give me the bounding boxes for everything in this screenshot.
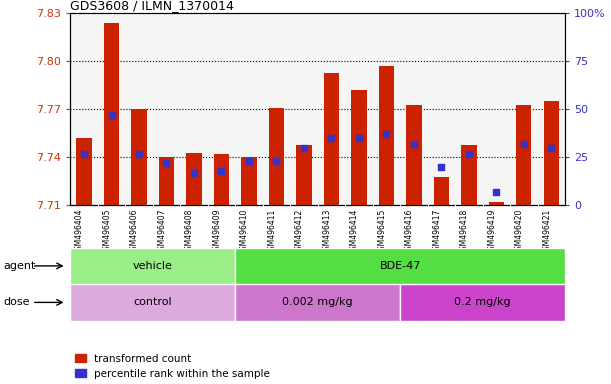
Bar bbox=[159, 157, 174, 205]
Bar bbox=[235, 248, 565, 284]
Bar bbox=[544, 101, 559, 205]
Text: GSM496411: GSM496411 bbox=[268, 209, 277, 255]
Text: GSM496420: GSM496420 bbox=[515, 209, 524, 255]
Text: GSM496417: GSM496417 bbox=[433, 209, 442, 255]
Bar bbox=[406, 104, 422, 205]
Bar bbox=[214, 154, 229, 205]
Point bbox=[217, 168, 227, 174]
Point bbox=[161, 160, 171, 166]
Bar bbox=[241, 157, 257, 205]
Point bbox=[107, 112, 117, 118]
Bar bbox=[379, 66, 394, 205]
Bar bbox=[76, 138, 92, 205]
Point bbox=[519, 141, 529, 147]
Text: control: control bbox=[133, 297, 172, 308]
Text: GSM496405: GSM496405 bbox=[103, 209, 112, 255]
Text: GDS3608 / ILMN_1370014: GDS3608 / ILMN_1370014 bbox=[70, 0, 234, 12]
Text: GSM496416: GSM496416 bbox=[405, 209, 414, 255]
Point bbox=[354, 135, 364, 141]
Text: dose: dose bbox=[3, 297, 29, 308]
Bar bbox=[351, 90, 367, 205]
Bar bbox=[70, 248, 235, 284]
Text: BDE-47: BDE-47 bbox=[379, 261, 421, 271]
Text: GSM496418: GSM496418 bbox=[460, 209, 469, 255]
Point bbox=[492, 189, 502, 195]
Bar bbox=[489, 202, 504, 205]
Text: GSM496408: GSM496408 bbox=[185, 209, 194, 255]
Point bbox=[327, 135, 337, 141]
Point bbox=[299, 145, 309, 151]
Text: GSM496407: GSM496407 bbox=[158, 209, 166, 255]
Point bbox=[272, 158, 282, 164]
Text: GSM496410: GSM496410 bbox=[240, 209, 249, 255]
Bar bbox=[516, 104, 532, 205]
Point bbox=[437, 164, 447, 170]
Point bbox=[134, 151, 144, 157]
Text: agent: agent bbox=[3, 261, 35, 271]
Text: GSM496414: GSM496414 bbox=[350, 209, 359, 255]
Point bbox=[547, 145, 557, 151]
Text: GSM496404: GSM496404 bbox=[75, 209, 84, 255]
Bar bbox=[131, 109, 147, 205]
Point bbox=[244, 158, 254, 164]
Bar bbox=[400, 284, 565, 321]
Point bbox=[381, 131, 392, 137]
Text: GSM496412: GSM496412 bbox=[295, 209, 304, 255]
Text: GSM496406: GSM496406 bbox=[130, 209, 139, 255]
Bar bbox=[296, 145, 312, 205]
Bar bbox=[186, 152, 202, 205]
Bar bbox=[104, 23, 119, 205]
Text: GSM496409: GSM496409 bbox=[213, 209, 222, 255]
Bar bbox=[70, 284, 235, 321]
Text: 0.2 mg/kg: 0.2 mg/kg bbox=[455, 297, 511, 308]
Point bbox=[409, 141, 419, 147]
Text: GSM496413: GSM496413 bbox=[323, 209, 332, 255]
Point bbox=[464, 151, 474, 157]
Text: GSM496419: GSM496419 bbox=[488, 209, 497, 255]
Bar bbox=[235, 284, 400, 321]
Text: 0.002 mg/kg: 0.002 mg/kg bbox=[282, 297, 353, 308]
Bar bbox=[324, 73, 339, 205]
Point bbox=[79, 151, 89, 157]
Bar bbox=[434, 177, 449, 205]
Bar bbox=[461, 145, 477, 205]
Legend: transformed count, percentile rank within the sample: transformed count, percentile rank withi… bbox=[76, 354, 270, 379]
Text: vehicle: vehicle bbox=[133, 261, 173, 271]
Point bbox=[189, 170, 199, 176]
Bar bbox=[269, 108, 284, 205]
Text: GSM496415: GSM496415 bbox=[378, 209, 387, 255]
Text: GSM496421: GSM496421 bbox=[543, 209, 552, 255]
